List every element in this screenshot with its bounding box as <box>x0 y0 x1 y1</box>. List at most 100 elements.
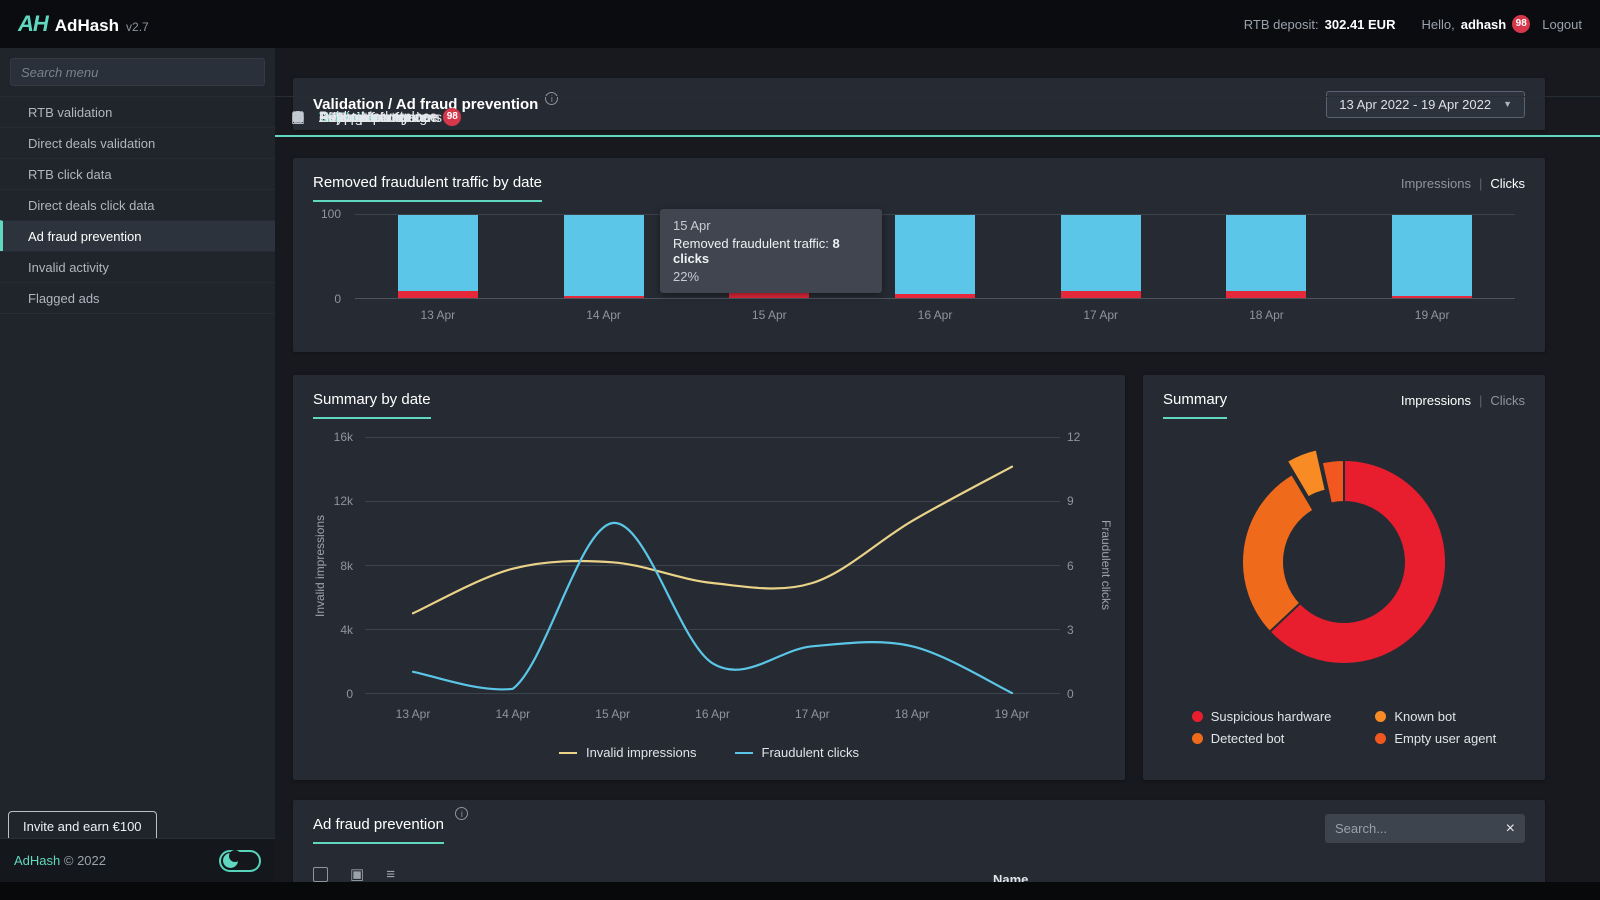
page-title: Validation / Ad fraud prevention <box>313 95 539 113</box>
date-range-select[interactable]: 13 Apr 2022 - 19 Apr 2022 <box>1326 90 1525 118</box>
sidebar-item-label: AdHash ecosystem <box>319 109 440 125</box>
legend-item-suspicious-hardware: Suspicious hardware <box>1191 705 1331 727</box>
card-title: Ad fraud prevention <box>313 816 444 844</box>
validation-icon: ∿ <box>291 109 305 126</box>
theme-toggle[interactable] <box>219 849 261 872</box>
table-toolbar: ▣ ≡ <box>313 867 1525 882</box>
bar-clean-segment <box>895 215 975 294</box>
bar-column-19-apr[interactable] <box>1392 215 1473 298</box>
card-title: Summary by date <box>313 391 431 419</box>
bar-column-17-apr[interactable] <box>1060 215 1141 298</box>
footer-brand-link[interactable]: AdHash <box>14 853 61 868</box>
donut-slice-suspicious-hardware <box>1268 458 1448 665</box>
clicks-toggle[interactable]: Clicks <box>1490 393 1525 408</box>
legend-dot <box>1375 732 1387 744</box>
axis-tick-label: 14 Apr <box>586 308 621 322</box>
sidebar: ↥Launch⊞Public Marketplace◔Overview∿Vali… <box>0 48 1600 882</box>
tooltip-value-line: Removed fraudulent traffic: 8 clicks <box>673 236 869 266</box>
info-icon[interactable] <box>545 91 559 105</box>
axis-tick-label: 18 Apr <box>894 707 930 721</box>
sidebar-search <box>0 48 275 96</box>
app-name: AdHash <box>54 16 120 35</box>
axis-tick-label: 100 <box>320 207 341 221</box>
tooltip-label: Removed fraudulent traffic: <box>673 236 829 251</box>
axis-tick-label: 17 Apr <box>1083 308 1119 322</box>
sidebar-item-label: Validation <box>319 109 380 125</box>
adhash-logo-icon: AH <box>18 11 49 36</box>
legend-label: Empty user agent <box>1394 730 1497 746</box>
sidebar-item-ad-fraud-prevention[interactable]: Ad fraud prevention <box>0 220 275 251</box>
user-greeting[interactable]: Hello, adhash 98 <box>1421 15 1531 33</box>
bar-clean-segment <box>1226 215 1307 291</box>
bar-column-14-apr[interactable] <box>563 215 644 298</box>
bar-column-18-apr[interactable] <box>1226 215 1307 298</box>
bar-removed-segment <box>1060 291 1141 298</box>
bar-column-13-apr[interactable] <box>397 215 478 298</box>
axis-tick-label: 12k <box>333 494 353 509</box>
legend-item-fraudulent-clicks: Fraudulent clicks <box>734 745 859 760</box>
card-title: Summary <box>1163 391 1228 419</box>
legend-dot <box>1191 732 1203 744</box>
toggle-separator <box>1479 393 1482 408</box>
card-title: Removed fraudulent traffic by date <box>313 174 543 202</box>
axis-tick-label: 19 Apr <box>994 707 1030 721</box>
metric-toggle: Impressions Clicks <box>1401 393 1525 408</box>
marketplace-icon: ⊞ <box>291 108 305 125</box>
removed-traffic-card: Removed fraudulent traffic by date Impre… <box>293 158 1545 352</box>
sidebar-item-rtb-validation[interactable]: RTB validation <box>0 96 275 127</box>
select-all-checkbox[interactable] <box>313 867 328 882</box>
bar-clean-segment <box>397 215 478 291</box>
impressions-toggle[interactable]: Impressions <box>1400 176 1471 191</box>
sidebar-item-label: Direct deals validation <box>28 135 156 151</box>
sidebar-item-label: Public Marketplace <box>319 108 438 124</box>
sidebar-item-direct-deals-click-data[interactable]: Direct deals click data <box>0 189 275 220</box>
menu-search-input[interactable] <box>10 58 265 86</box>
rtb-deposit-value: 302.41 EUR <box>1324 16 1396 32</box>
axis-tick-label: 4k <box>340 622 353 637</box>
username: adhash <box>1460 16 1507 32</box>
donut-slice-detected-bot <box>1241 472 1315 634</box>
legend-item-invalid-impressions: Invalid impressions <box>558 745 697 760</box>
filter-icon[interactable]: ≡ <box>386 866 395 883</box>
main-content: Validation / Ad fraud prevention 13 Apr … <box>275 48 1600 900</box>
bar-removed-segment <box>1392 295 1473 298</box>
tooltip-date: 15 Apr <box>673 218 711 233</box>
app-version: v2.7 <box>126 20 149 34</box>
axis-tick-label: 15 Apr <box>595 707 630 721</box>
bar-clean-segment <box>563 215 644 296</box>
impressions-toggle[interactable]: Impressions <box>1400 393 1471 408</box>
clicks-toggle[interactable]: Clicks <box>1490 176 1525 191</box>
axis-tick-label: 6 <box>1067 558 1074 573</box>
notification-badge[interactable]: 98 <box>1512 15 1531 33</box>
sidebar-item-support-centre[interactable]: ✉ Support centre <box>275 96 1600 137</box>
logout-button[interactable]: Logout <box>1542 16 1582 32</box>
metric-toggle: Impressions Clicks <box>1401 176 1525 191</box>
greeting-label: Hello, <box>1421 16 1455 32</box>
bar-removed-segment <box>563 295 644 298</box>
table-search-input[interactable] <box>1335 821 1500 836</box>
overview-icon: ◔ <box>293 108 303 126</box>
line-chart: Invalid impressions 16k 12k 8k 4k 0 12 9 6 3 0 F… <box>313 423 1113 763</box>
bar-clean-segment <box>1392 215 1473 296</box>
sidebar-item-rtb-click-data[interactable]: RTB click data <box>0 158 275 189</box>
sidebar-item-invalid-activity[interactable]: Invalid activity <box>0 251 275 282</box>
info-icon[interactable] <box>455 807 469 820</box>
clear-search-icon[interactable]: × <box>1505 819 1515 837</box>
bar-removed-segment <box>1226 290 1307 298</box>
platform-icon: ≣ <box>291 109 305 126</box>
axis-tick-label: 9 <box>1067 494 1074 509</box>
legend-line-swatch <box>558 751 577 754</box>
bar-chart-y-axis: 100 0 <box>313 207 347 306</box>
columns-icon[interactable]: ▣ <box>350 866 365 883</box>
support-icon: ✉ <box>291 109 305 126</box>
sidebar-item-label: Support centre <box>319 109 411 125</box>
bar-column-16-apr[interactable] <box>895 215 975 298</box>
table-search: × <box>1325 814 1525 843</box>
tooltip-percent: 22% <box>673 269 700 284</box>
legend-label: Known bot <box>1394 708 1456 724</box>
app-logo[interactable]: AH AdHash v2.7 <box>18 11 149 37</box>
sidebar-item-direct-deals-validation[interactable]: Direct deals validation <box>0 127 275 158</box>
topbar: AH AdHash v2.7 RTB deposit: 302.41 EUR H… <box>0 0 1600 48</box>
x-axis-ticks: 13 Apr 14 Apr 15 Apr 16 Apr 17 Apr 18 Apr 19 A… <box>365 707 1060 723</box>
sidebar-item-flagged-ads[interactable]: Flagged ads <box>0 282 275 313</box>
